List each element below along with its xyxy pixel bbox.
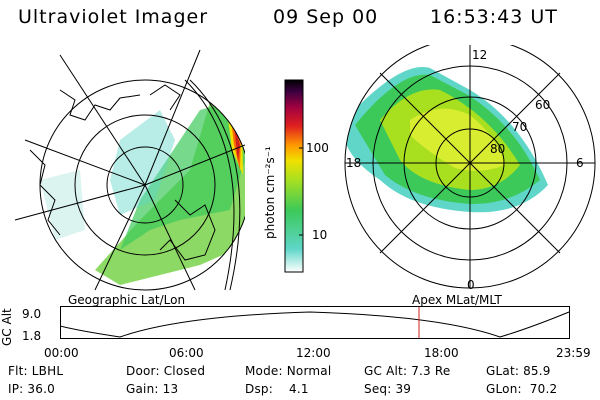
status-gc-alt: GC Alt: 7.3 Re bbox=[364, 364, 451, 378]
polar-caption: Apex MLat/MLT bbox=[412, 293, 502, 307]
image-date: 09 Sep 00 bbox=[273, 6, 379, 28]
status-glon: GLon: 70.2 bbox=[486, 382, 558, 396]
mlt-label-noon: 12 bbox=[472, 48, 488, 62]
mlat-label-60: 60 bbox=[535, 98, 551, 112]
time-tick-0600: 06:00 bbox=[169, 346, 204, 360]
alt-axis-label: GC Alt bbox=[0, 308, 14, 346]
status-seq: Seq: 39 bbox=[364, 382, 412, 396]
time-tick-1200: 12:00 bbox=[296, 346, 331, 360]
image-time: 16:53:43 UT bbox=[430, 6, 558, 28]
mlat-label-80: 80 bbox=[490, 142, 506, 156]
colorbar-tick-10: 10 bbox=[312, 228, 328, 242]
mlt-label-dusk: 18 bbox=[346, 156, 362, 170]
status-flt: Flt: LBHL bbox=[8, 364, 64, 378]
status-mode: Mode: Normal bbox=[245, 364, 332, 378]
colorbar-unit-label: photon cm⁻²s⁻¹ bbox=[263, 146, 277, 239]
time-tick-0000: 00:00 bbox=[44, 346, 79, 360]
mlt-label-dawn: 6 bbox=[576, 156, 584, 170]
altitude-timeline bbox=[60, 306, 570, 339]
status-glat: GLat: 85.9 bbox=[486, 364, 551, 378]
time-tick-1800: 18:00 bbox=[424, 346, 459, 360]
status-ip: IP: 36.0 bbox=[8, 382, 55, 396]
polar-auroral-image bbox=[344, 45, 596, 289]
alt-tick-high: 9.0 bbox=[22, 307, 42, 321]
mlt-label-midnight: 0 bbox=[467, 278, 475, 292]
time-tick-2359: 23:59 bbox=[556, 346, 591, 360]
geographic-caption: Geographic Lat/Lon bbox=[68, 293, 186, 307]
status-door: Door: Closed bbox=[126, 364, 206, 378]
status-dsp: Dsp: 4.1 bbox=[245, 382, 309, 396]
colorbar-tick-100: 100 bbox=[306, 141, 329, 155]
geographic-auroral-image bbox=[14, 49, 245, 291]
instrument-title: Ultraviolet Imager bbox=[18, 6, 209, 28]
mlat-label-70: 70 bbox=[512, 120, 528, 134]
status-gain: Gain: 13 bbox=[126, 382, 179, 396]
intensity-colorbar bbox=[284, 79, 304, 273]
alt-tick-low: 1.8 bbox=[22, 329, 42, 343]
